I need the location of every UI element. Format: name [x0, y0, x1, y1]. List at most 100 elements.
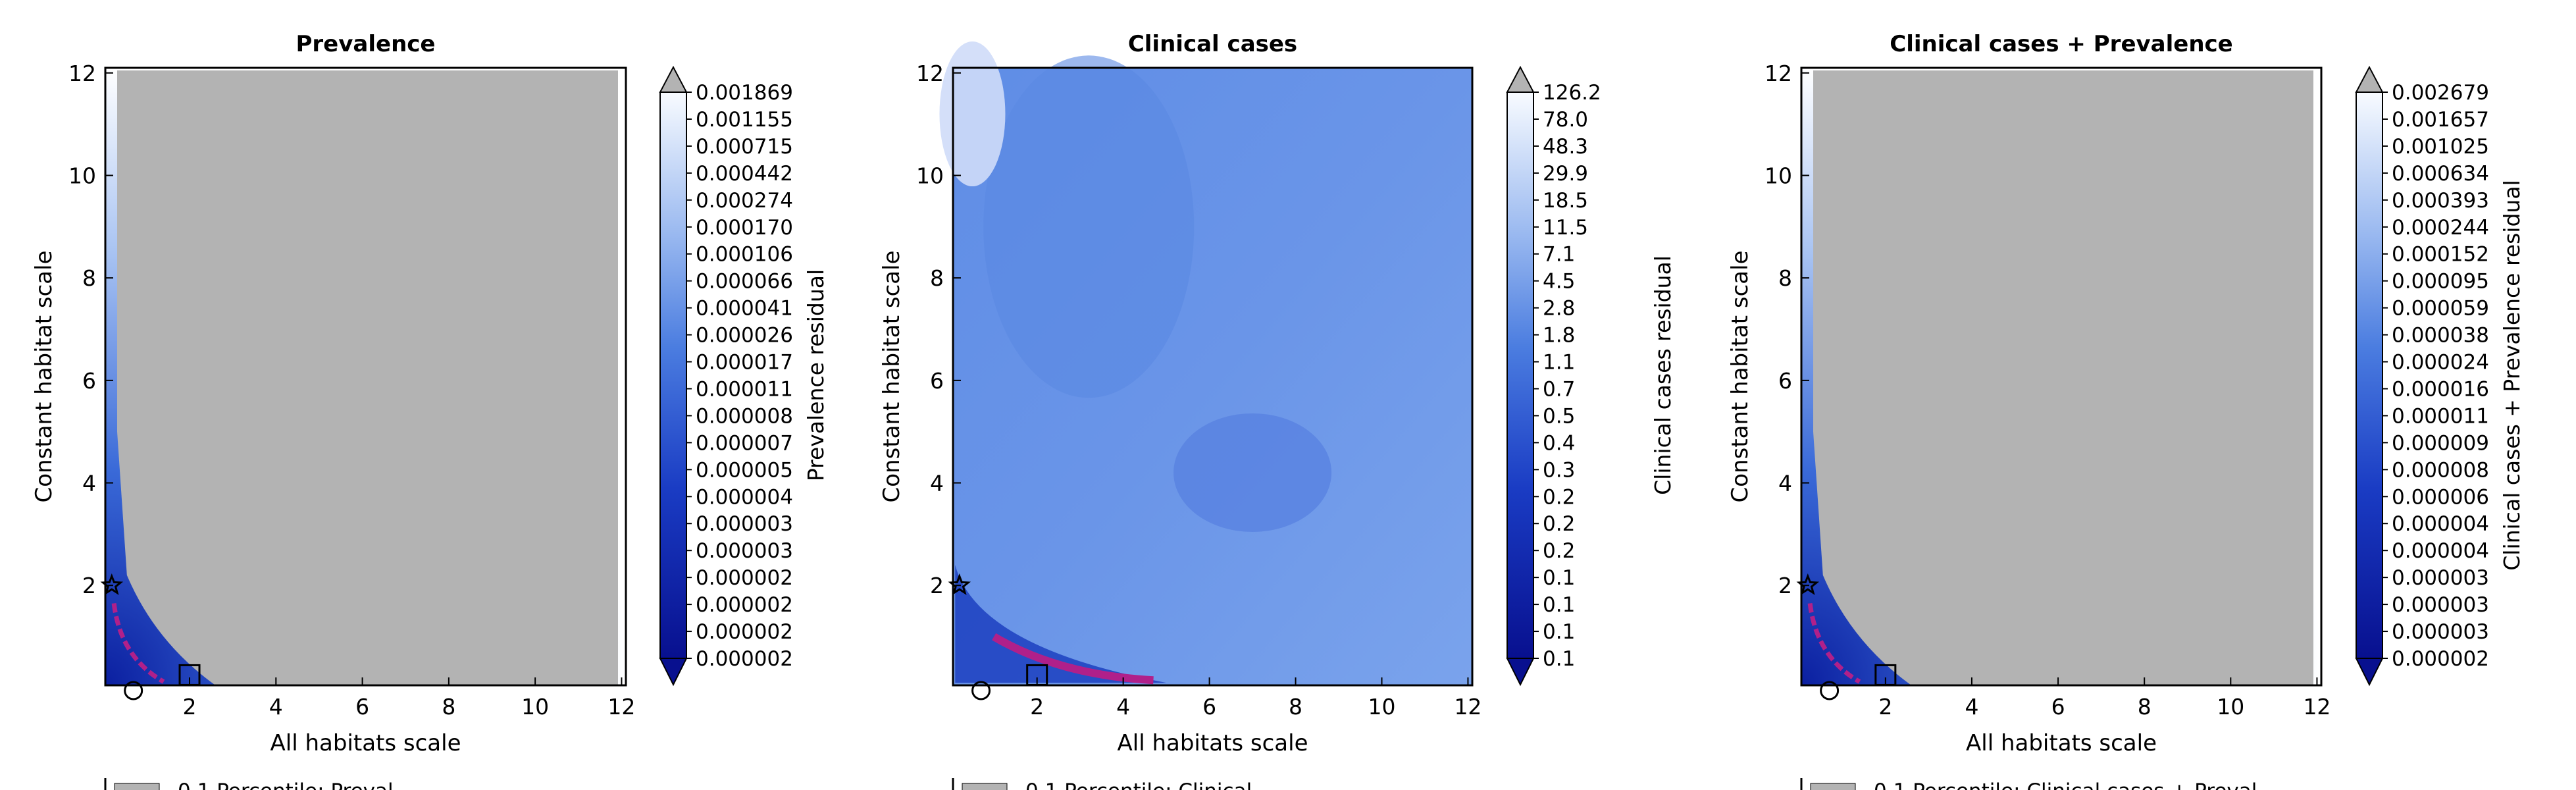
y-tick-label: 8: [930, 265, 944, 291]
colorbar-tick-label: 0.000024: [2392, 351, 2489, 375]
x-tick-label: 2: [1878, 694, 1892, 720]
residual-highlight: [939, 41, 1006, 187]
colorbar-tick-label: 11.5: [1543, 216, 1588, 240]
y-tick-label: 10: [916, 163, 944, 188]
colorbar-tick-label: 0.000393: [2392, 189, 2489, 213]
x-tick-label: 4: [269, 694, 283, 720]
colorbar-tick-label: 0.000059: [2392, 297, 2489, 321]
x-tick-label: 6: [355, 694, 369, 720]
colorbar-label: Clinical cases residual: [1650, 255, 1676, 495]
colorbar-tick-label: 0.002679: [2392, 81, 2489, 105]
x-tick-label: 10: [521, 694, 549, 720]
panel-2: 2 4 6 8 10 12 2 4 6 8 10 12 Clinical cases All habita…: [879, 31, 1676, 790]
legend-swatch: [114, 783, 160, 790]
colorbar-tick-label: 0.000095: [2392, 270, 2489, 294]
colorbar-tick-label: 48.3: [1543, 135, 1588, 159]
colorbar-frame: [2356, 92, 2383, 659]
axes-frame: [1800, 66, 2323, 687]
x-tick-label: 2: [183, 694, 197, 720]
x-tick-label: 12: [607, 694, 635, 720]
colorbar-tick-label: 0.000003: [2392, 620, 2489, 644]
colorbar-tick-label: 0.000003: [696, 539, 793, 563]
y-tick-label: 8: [1778, 265, 1792, 291]
colorbar-extend-bottom: [2355, 658, 2384, 687]
star-marker: [1796, 573, 1820, 595]
x-tick-label: 4: [1116, 694, 1130, 720]
star-marker: [100, 573, 124, 595]
circle-marker: [124, 681, 143, 700]
colorbar-tick-label: 0.001869: [696, 81, 793, 105]
colorbar-tick-label: 0.000006: [2392, 485, 2489, 509]
x-axis-label: All habitats scale: [1966, 730, 2157, 756]
axes-frame: [104, 66, 627, 687]
square-marker: [178, 664, 201, 686]
colorbar-extend-top: [659, 65, 688, 93]
percentile-contour: [1807, 603, 1861, 684]
y-tick-label: 12: [916, 61, 944, 86]
colorbar-tick-label: 0.000007: [696, 431, 793, 455]
colorbar-tick-label: 0.000017: [696, 351, 793, 375]
chart-title: Prevalence: [296, 31, 436, 57]
x-tick-label: 10: [2217, 694, 2244, 720]
y-axis-label: Constant habitat scale: [31, 251, 57, 503]
colorbar-tick-label: 0.000011: [696, 377, 793, 401]
y-tick-label: 12: [1765, 61, 1792, 86]
x-tick-label: 6: [1202, 694, 1216, 720]
colorbar-extend-bottom: [659, 658, 688, 687]
colorbar-fill: [1507, 92, 1533, 658]
x-tick-label: 12: [1454, 694, 1481, 720]
x-tick-label: 2: [1030, 694, 1044, 720]
colorbar-tick-label: 0.000244: [2392, 216, 2489, 240]
panel-3: 2 4 6 8 10 12 2 4 6 8 10 12 Clinical cases + Prevale…: [1727, 31, 2525, 790]
colorbar-tick-label: 0.000170: [696, 216, 793, 240]
colorbar-tick-label: 0.3: [1543, 458, 1575, 482]
colorbar-tick-label: 0.000003: [696, 512, 793, 536]
colorbar-tick-label: 7.1: [1543, 243, 1575, 267]
x-axis-label: All habitats scale: [270, 730, 461, 756]
colorbar-tick-label: 0.000003: [2392, 566, 2489, 590]
x-tick-label: 10: [1368, 694, 1395, 720]
colorbar-tick-label: 0.2: [1543, 539, 1575, 563]
colorbar-frame: [1507, 92, 1534, 659]
y-tick-label: 8: [82, 265, 96, 291]
colorbar-tick-label: 0.000008: [696, 404, 793, 428]
x-tick-label: 6: [2051, 694, 2065, 720]
colorbar-tick-label: 0.1: [1543, 566, 1575, 590]
colorbar-tick-label: 0.000009: [2392, 431, 2489, 455]
y-tick-label: 10: [1765, 163, 1792, 188]
colorbar-tick-label: 0.4: [1543, 431, 1575, 455]
y-axis-label: Constant habitat scale: [879, 251, 905, 503]
colorbar-tick-label: 0.001155: [696, 108, 793, 132]
colorbar-tick-label: 0.000041: [696, 297, 793, 321]
panel-1: 2 4 6 8 10 12 2 4 6 8 10 12 Prevalence All habitats s…: [31, 31, 829, 790]
square-marker: [1026, 664, 1048, 686]
y-tick-label: 6: [82, 368, 96, 394]
legend-entry: 0.1 Percentile: Clinical: [1025, 779, 1252, 790]
masked-region: [1813, 70, 2313, 685]
colorbar-tick-label: 0.000026: [696, 324, 793, 348]
colorbar-tick-label: 0.000002: [2392, 647, 2489, 671]
colorbar-label: Clinical cases + Prevalence residual: [2499, 180, 2525, 570]
colorbar-tick-label: 2.8: [1543, 297, 1575, 321]
colorbar-tick-label: 0.2: [1543, 512, 1575, 536]
colorbar-tick-label: 0.000004: [696, 485, 793, 509]
colorbar-tick-label: 0.1: [1543, 647, 1575, 671]
square-marker: [1874, 664, 1897, 686]
residual-blob: [983, 55, 1195, 398]
colorbar-tick-label: 0.7: [1543, 377, 1575, 401]
x-tick-label: 12: [2303, 694, 2331, 720]
masked-region: [117, 70, 618, 685]
colorbar-tick-label: 0.000005: [696, 458, 793, 482]
y-tick-label: 6: [1778, 368, 1792, 394]
chart-title: Clinical cases: [1128, 31, 1297, 57]
colorbar-tick-label: 0.1: [1543, 593, 1575, 617]
colorbar-tick-label: 0.001657: [2392, 108, 2489, 132]
colorbar-tick-label: 29.9: [1543, 162, 1588, 186]
y-tick-label: 2: [1778, 573, 1792, 598]
percentile-contour: [992, 633, 1154, 685]
colorbar-tick-label: 0.000002: [696, 593, 793, 617]
legend-swatch: [962, 783, 1008, 790]
x-tick-label: 4: [1965, 694, 1978, 720]
legend-entry: 0.1 Percentile: Clinical cases + Preval: [1874, 779, 2257, 790]
